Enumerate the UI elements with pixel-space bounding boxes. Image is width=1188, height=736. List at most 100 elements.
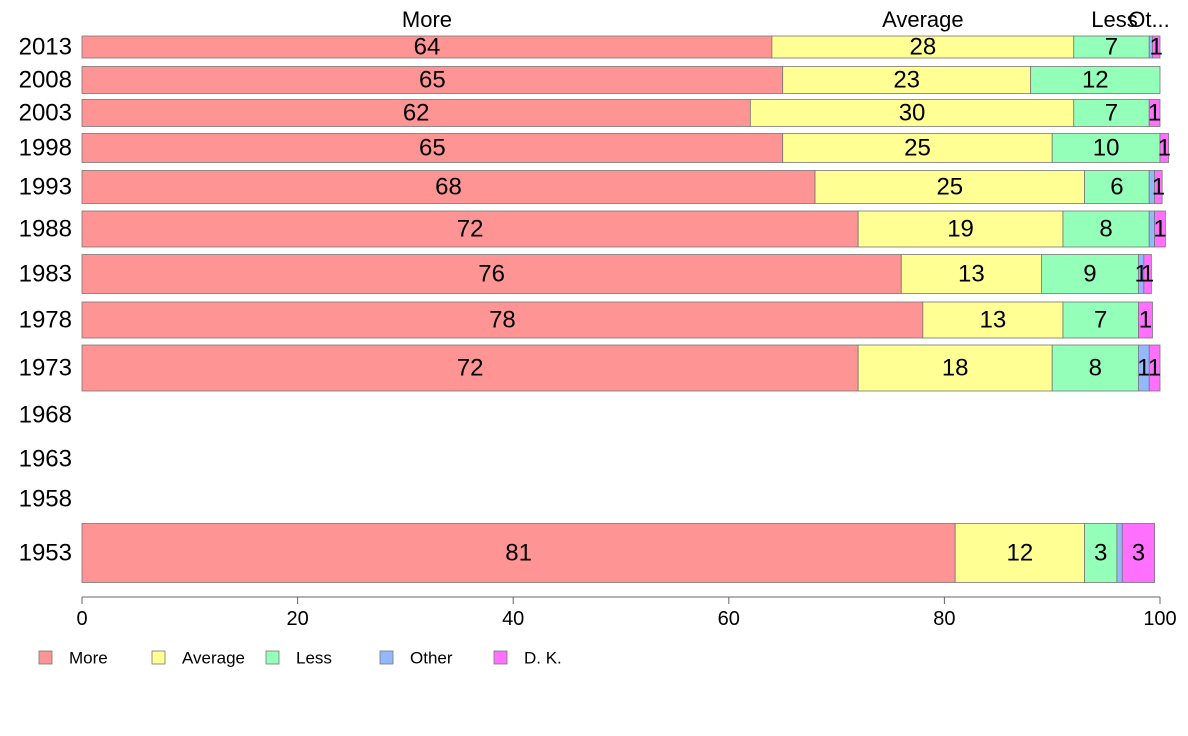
bar-segment	[1084, 523, 1118, 583]
data-label: 3	[1094, 540, 1107, 567]
bar-segment	[900, 254, 1042, 294]
bar-segment	[1051, 344, 1139, 392]
data-label: 25	[936, 174, 963, 201]
bar-segment	[782, 133, 1053, 163]
bar-segment	[1154, 210, 1166, 248]
legend-label: More	[69, 649, 108, 668]
bar-segment	[1154, 170, 1163, 204]
category-label: 1968	[19, 402, 72, 429]
bar-segment	[954, 523, 1085, 583]
data-label: 25	[904, 135, 931, 162]
category-label: 1993	[19, 174, 72, 201]
data-label: 10	[1093, 135, 1120, 162]
bar-segment	[1148, 344, 1161, 392]
data-label: 76	[478, 261, 505, 288]
data-label: 65	[419, 135, 446, 162]
bar-segment	[857, 344, 1053, 392]
bar-segment	[1041, 254, 1139, 294]
legend-swatch	[493, 650, 508, 665]
legend-label: Other	[410, 649, 453, 668]
bar-segment	[1152, 35, 1161, 59]
bar-segment	[81, 99, 751, 127]
data-label: 1	[1139, 307, 1152, 334]
x-tick-label: 40	[502, 608, 524, 630]
x-tick-label: 0	[76, 608, 87, 630]
bar-segment	[1116, 523, 1123, 583]
bar-segment	[81, 210, 859, 248]
legend-swatch	[379, 650, 394, 665]
data-label: 1	[1153, 216, 1166, 243]
bar-segment	[81, 344, 859, 392]
category-label: 1998	[19, 135, 72, 162]
legend-label: Average	[182, 649, 245, 668]
legend-label: D. K.	[524, 649, 562, 668]
bar-segment	[81, 133, 784, 163]
data-label: 68	[435, 174, 462, 201]
x-tick-label: 100	[1143, 608, 1176, 630]
data-label: 1	[1158, 135, 1171, 162]
legend: More Average Less Other D. K.	[38, 649, 562, 668]
x-tick-label: 60	[718, 608, 740, 630]
data-label: 30	[899, 100, 926, 127]
bar-segment	[857, 210, 1064, 248]
x-axis: 0 20 40 60 80 100	[76, 596, 1177, 630]
bar-segment	[1051, 133, 1161, 163]
data-label: 78	[489, 307, 516, 334]
data-label: 13	[958, 261, 985, 288]
data-label: 1	[1152, 174, 1165, 201]
data-label: 81	[505, 540, 532, 567]
column-headers: More Average LessOt...	[402, 7, 1170, 32]
category-label: 1958	[19, 486, 72, 513]
bar-segment	[81, 523, 956, 583]
category-label: 1963	[19, 446, 72, 473]
bar-segment	[1148, 99, 1161, 127]
data-label: 1	[1148, 355, 1161, 382]
bar-segment	[1084, 170, 1150, 204]
category-label: 1973	[19, 355, 72, 382]
category-labels: 2013 2008 2003 1998 1993 1988 1983 1978 1973 1968…	[19, 34, 72, 567]
bar-segment	[81, 170, 816, 204]
bar-segment	[1121, 523, 1156, 583]
column-header: Less	[1091, 7, 1137, 32]
category-label: 2013	[19, 34, 72, 61]
data-label: 1	[1148, 100, 1161, 127]
data-label: 18	[942, 355, 969, 382]
legend-swatch	[38, 650, 53, 665]
data-label: 1	[1150, 34, 1163, 61]
data-label: 13	[980, 307, 1007, 334]
bar-segment	[1062, 210, 1150, 248]
data-label: 19	[947, 216, 974, 243]
data-label: 8	[1099, 216, 1112, 243]
x-tick-label: 20	[286, 608, 308, 630]
data-label: 1	[1141, 261, 1154, 288]
bar-segment	[81, 66, 784, 94]
data-label: 7	[1105, 34, 1118, 61]
data-label: 62	[403, 100, 430, 127]
category-label: 1983	[19, 261, 72, 288]
data-label: 7	[1094, 307, 1107, 334]
category-label: 2003	[19, 100, 72, 127]
category-label: 1988	[19, 216, 72, 243]
bar-segment	[1030, 66, 1161, 94]
data-label: 72	[457, 355, 484, 382]
data-label: 9	[1083, 261, 1096, 288]
bar-segment	[81, 254, 902, 294]
data-label: 1	[1137, 355, 1150, 382]
data-label: 28	[909, 34, 936, 61]
bar-segment	[1062, 301, 1139, 339]
bar-segment	[814, 170, 1085, 204]
data-label: 6	[1110, 174, 1123, 201]
legend-label: Less	[296, 649, 332, 668]
category-label: 2008	[19, 67, 72, 94]
bar-segment	[922, 301, 1064, 339]
data-label: 72	[457, 216, 484, 243]
data-label: 65	[419, 67, 446, 94]
column-header: Average	[882, 7, 964, 32]
bar-segment	[1138, 301, 1153, 339]
category-label: 1953	[19, 540, 72, 567]
bar-segment	[1159, 133, 1170, 163]
x-tick-label: 80	[933, 608, 955, 630]
column-header: More	[402, 7, 452, 32]
legend-swatch	[151, 650, 166, 665]
